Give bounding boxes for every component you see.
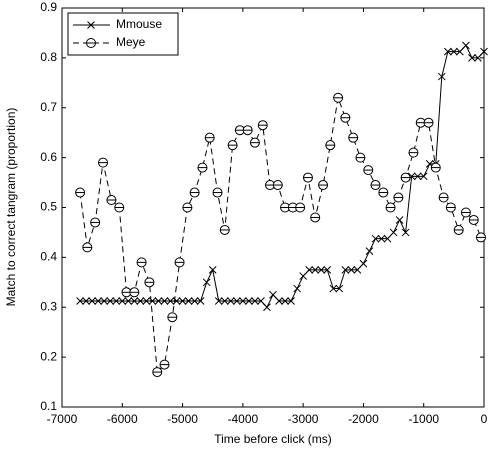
marker-x: [323, 265, 332, 274]
x-tick-label: -4000: [228, 412, 259, 426]
y-tick-label: 0.9: [40, 0, 57, 14]
marker-x: [106, 297, 115, 305]
marker-x: [257, 297, 265, 305]
plot-frame: [61, 7, 485, 408]
marker-x: [293, 284, 301, 293]
marker-x: [154, 297, 163, 305]
marker-x: [443, 47, 452, 56]
marker-x: [196, 297, 205, 305]
marker-x: [480, 47, 488, 56]
marker-x: [88, 297, 96, 305]
marker-x: [377, 234, 386, 243]
marker-x: [389, 228, 398, 237]
y-tick-label: 0.4: [40, 250, 57, 264]
marker-x: [251, 297, 259, 305]
marker-x: [305, 265, 314, 274]
marker-x: [311, 265, 320, 274]
y-tick-label: 0.6: [40, 150, 57, 164]
marker-x: [275, 297, 283, 305]
marker-x: [245, 297, 253, 305]
marker-x: [371, 234, 380, 243]
x-tick-label: -5000: [167, 412, 198, 426]
x-tick-label: -7000: [47, 412, 78, 426]
marker-x: [166, 297, 175, 305]
x-tick-label: 0: [481, 412, 488, 426]
marker-x: [190, 297, 199, 305]
x-tick-label: -3000: [288, 412, 319, 426]
marker-x: [299, 272, 307, 280]
marker-x: [214, 297, 223, 305]
marker-x: [76, 297, 84, 305]
marker-x: [359, 259, 368, 268]
marker-x: [172, 297, 181, 305]
marker-x: [130, 297, 139, 305]
marker-x: [437, 72, 446, 81]
marker-x: [456, 47, 464, 56]
marker-x: [335, 284, 344, 293]
marker-x: [202, 278, 211, 287]
y-axis-label: Match to correct tangram (proportion): [4, 108, 18, 307]
marker-x: [94, 297, 103, 305]
marker-x: [383, 234, 392, 243]
series-line: [79, 95, 482, 374]
y-tick-label: 0.2: [40, 349, 57, 363]
marker-x: [160, 297, 169, 305]
y-tick-label: 0.7: [40, 100, 57, 114]
marker-x: [353, 265, 362, 274]
marker-x: [124, 297, 133, 305]
marker-x: [87, 21, 95, 29]
legend-label: Mmouse: [116, 17, 162, 31]
marker-x: [178, 297, 187, 305]
x-tick-label: -6000: [107, 412, 138, 426]
marker-x: [263, 303, 271, 312]
marker-x: [148, 297, 157, 305]
y-tick-label: 0.5: [40, 200, 57, 214]
marker-x: [365, 247, 374, 255]
marker-x: [184, 297, 193, 305]
marker-x: [419, 172, 428, 181]
marker-x: [269, 290, 277, 299]
marker-x: [232, 297, 241, 305]
marker-x: [112, 297, 121, 305]
marker-x: [82, 297, 90, 305]
marker-x: [341, 265, 350, 274]
marker-x: [287, 297, 295, 305]
marker-x: [468, 54, 476, 62]
marker-x: [401, 228, 410, 237]
marker-x: [142, 297, 151, 305]
marker-x: [220, 297, 229, 305]
marker-x: [329, 284, 338, 293]
marker-x: [395, 216, 404, 224]
y-tick-label: 0.8: [40, 50, 57, 64]
y-tick-label: 0.1: [40, 399, 57, 413]
marker-x: [450, 47, 458, 56]
x-axis-label: Time before click (ms): [214, 432, 332, 446]
marker-x: [281, 297, 289, 305]
x-tick-label: -1000: [408, 412, 439, 426]
legend-label: Meye: [116, 35, 146, 49]
x-tick-label: -2000: [348, 412, 379, 426]
marker-x: [100, 297, 109, 305]
marker-x: [462, 41, 470, 50]
marker-x: [317, 265, 326, 274]
marker-x: [239, 297, 247, 305]
legend-box: [67, 12, 179, 56]
y-tick-label: 0.3: [40, 299, 57, 313]
marker-x: [226, 297, 235, 305]
marker-x: [208, 265, 217, 274]
marker-x: [413, 172, 422, 181]
marker-x: [347, 265, 356, 274]
marker-x: [118, 297, 127, 305]
series-line: [80, 44, 485, 309]
marker-x: [474, 54, 482, 62]
marker-x: [136, 297, 145, 305]
